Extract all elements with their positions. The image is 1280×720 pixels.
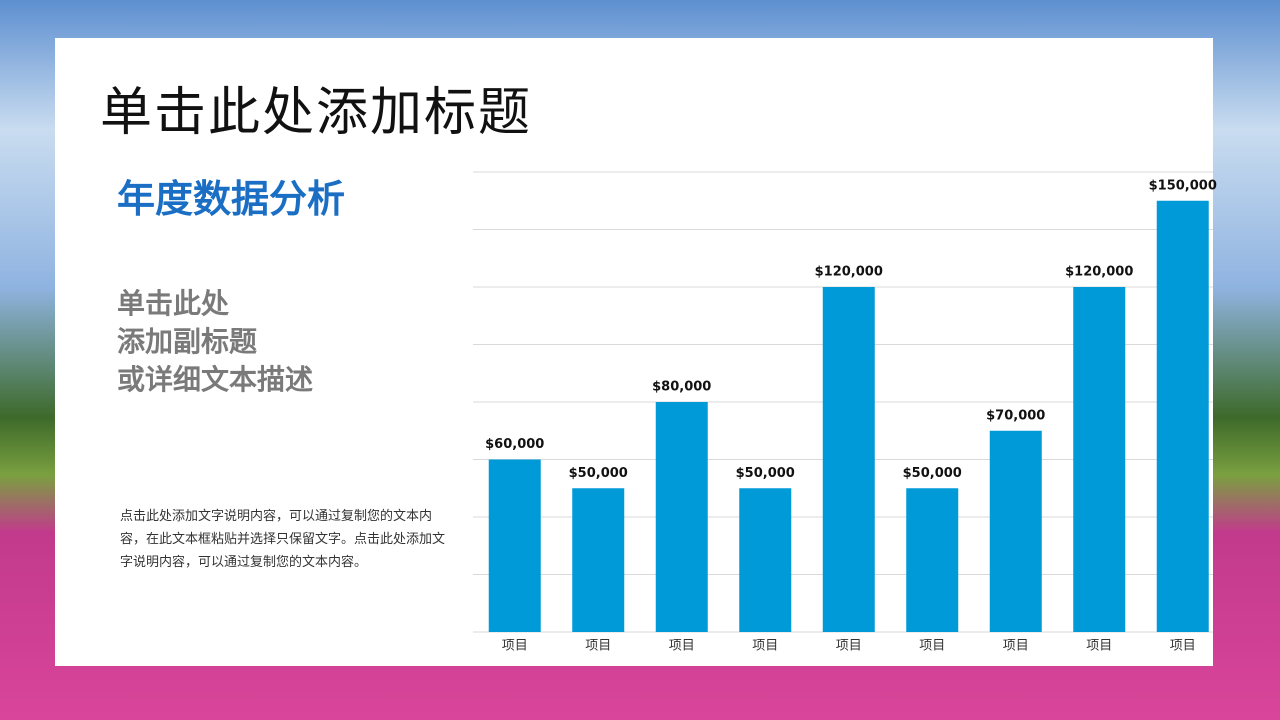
x-tick-label: 项目 <box>919 639 945 654</box>
x-tick-label: 项目 <box>502 639 528 654</box>
x-tick-label: 项目 <box>1170 639 1196 654</box>
body-text: 点击此处添加文字说明内容，可以通过复制您的文本内容，在此文本框粘贴并选择只保留文… <box>120 509 446 570</box>
data-label: $50,000 <box>903 466 962 481</box>
x-tick-label: 项目 <box>669 639 695 654</box>
bar <box>906 488 959 632</box>
bar <box>572 488 625 632</box>
data-label: $80,000 <box>652 380 711 395</box>
x-tick-label: 项目 <box>585 639 611 654</box>
slide-title: 单击此处添加标题 <box>100 83 533 143</box>
bar <box>739 488 792 632</box>
x-tick-label: 项目 <box>752 639 778 654</box>
bar <box>989 430 1042 632</box>
bar <box>488 459 541 632</box>
x-tick-label: 项目 <box>836 639 862 654</box>
data-label: $60,000 <box>485 437 544 452</box>
data-label: $50,000 <box>569 466 628 481</box>
data-label: $150,000 <box>1149 178 1217 193</box>
heading: 年度数据分析 <box>117 177 346 221</box>
bar <box>1073 287 1126 632</box>
x-tick-label: 项目 <box>1086 639 1112 654</box>
subtitle-line: 单击此处 <box>117 287 230 320</box>
subtitle-line: 添加副标题 <box>117 325 258 358</box>
data-label: $70,000 <box>986 408 1045 423</box>
bar <box>655 402 708 632</box>
subtitle-line: 或详细文本描述 <box>117 363 314 396</box>
bar <box>822 287 875 632</box>
data-label: $120,000 <box>1065 265 1133 280</box>
data-label: $120,000 <box>815 265 883 280</box>
bar <box>1156 200 1209 632</box>
data-label: $50,000 <box>736 466 795 481</box>
x-tick-label: 项目 <box>1003 639 1029 654</box>
